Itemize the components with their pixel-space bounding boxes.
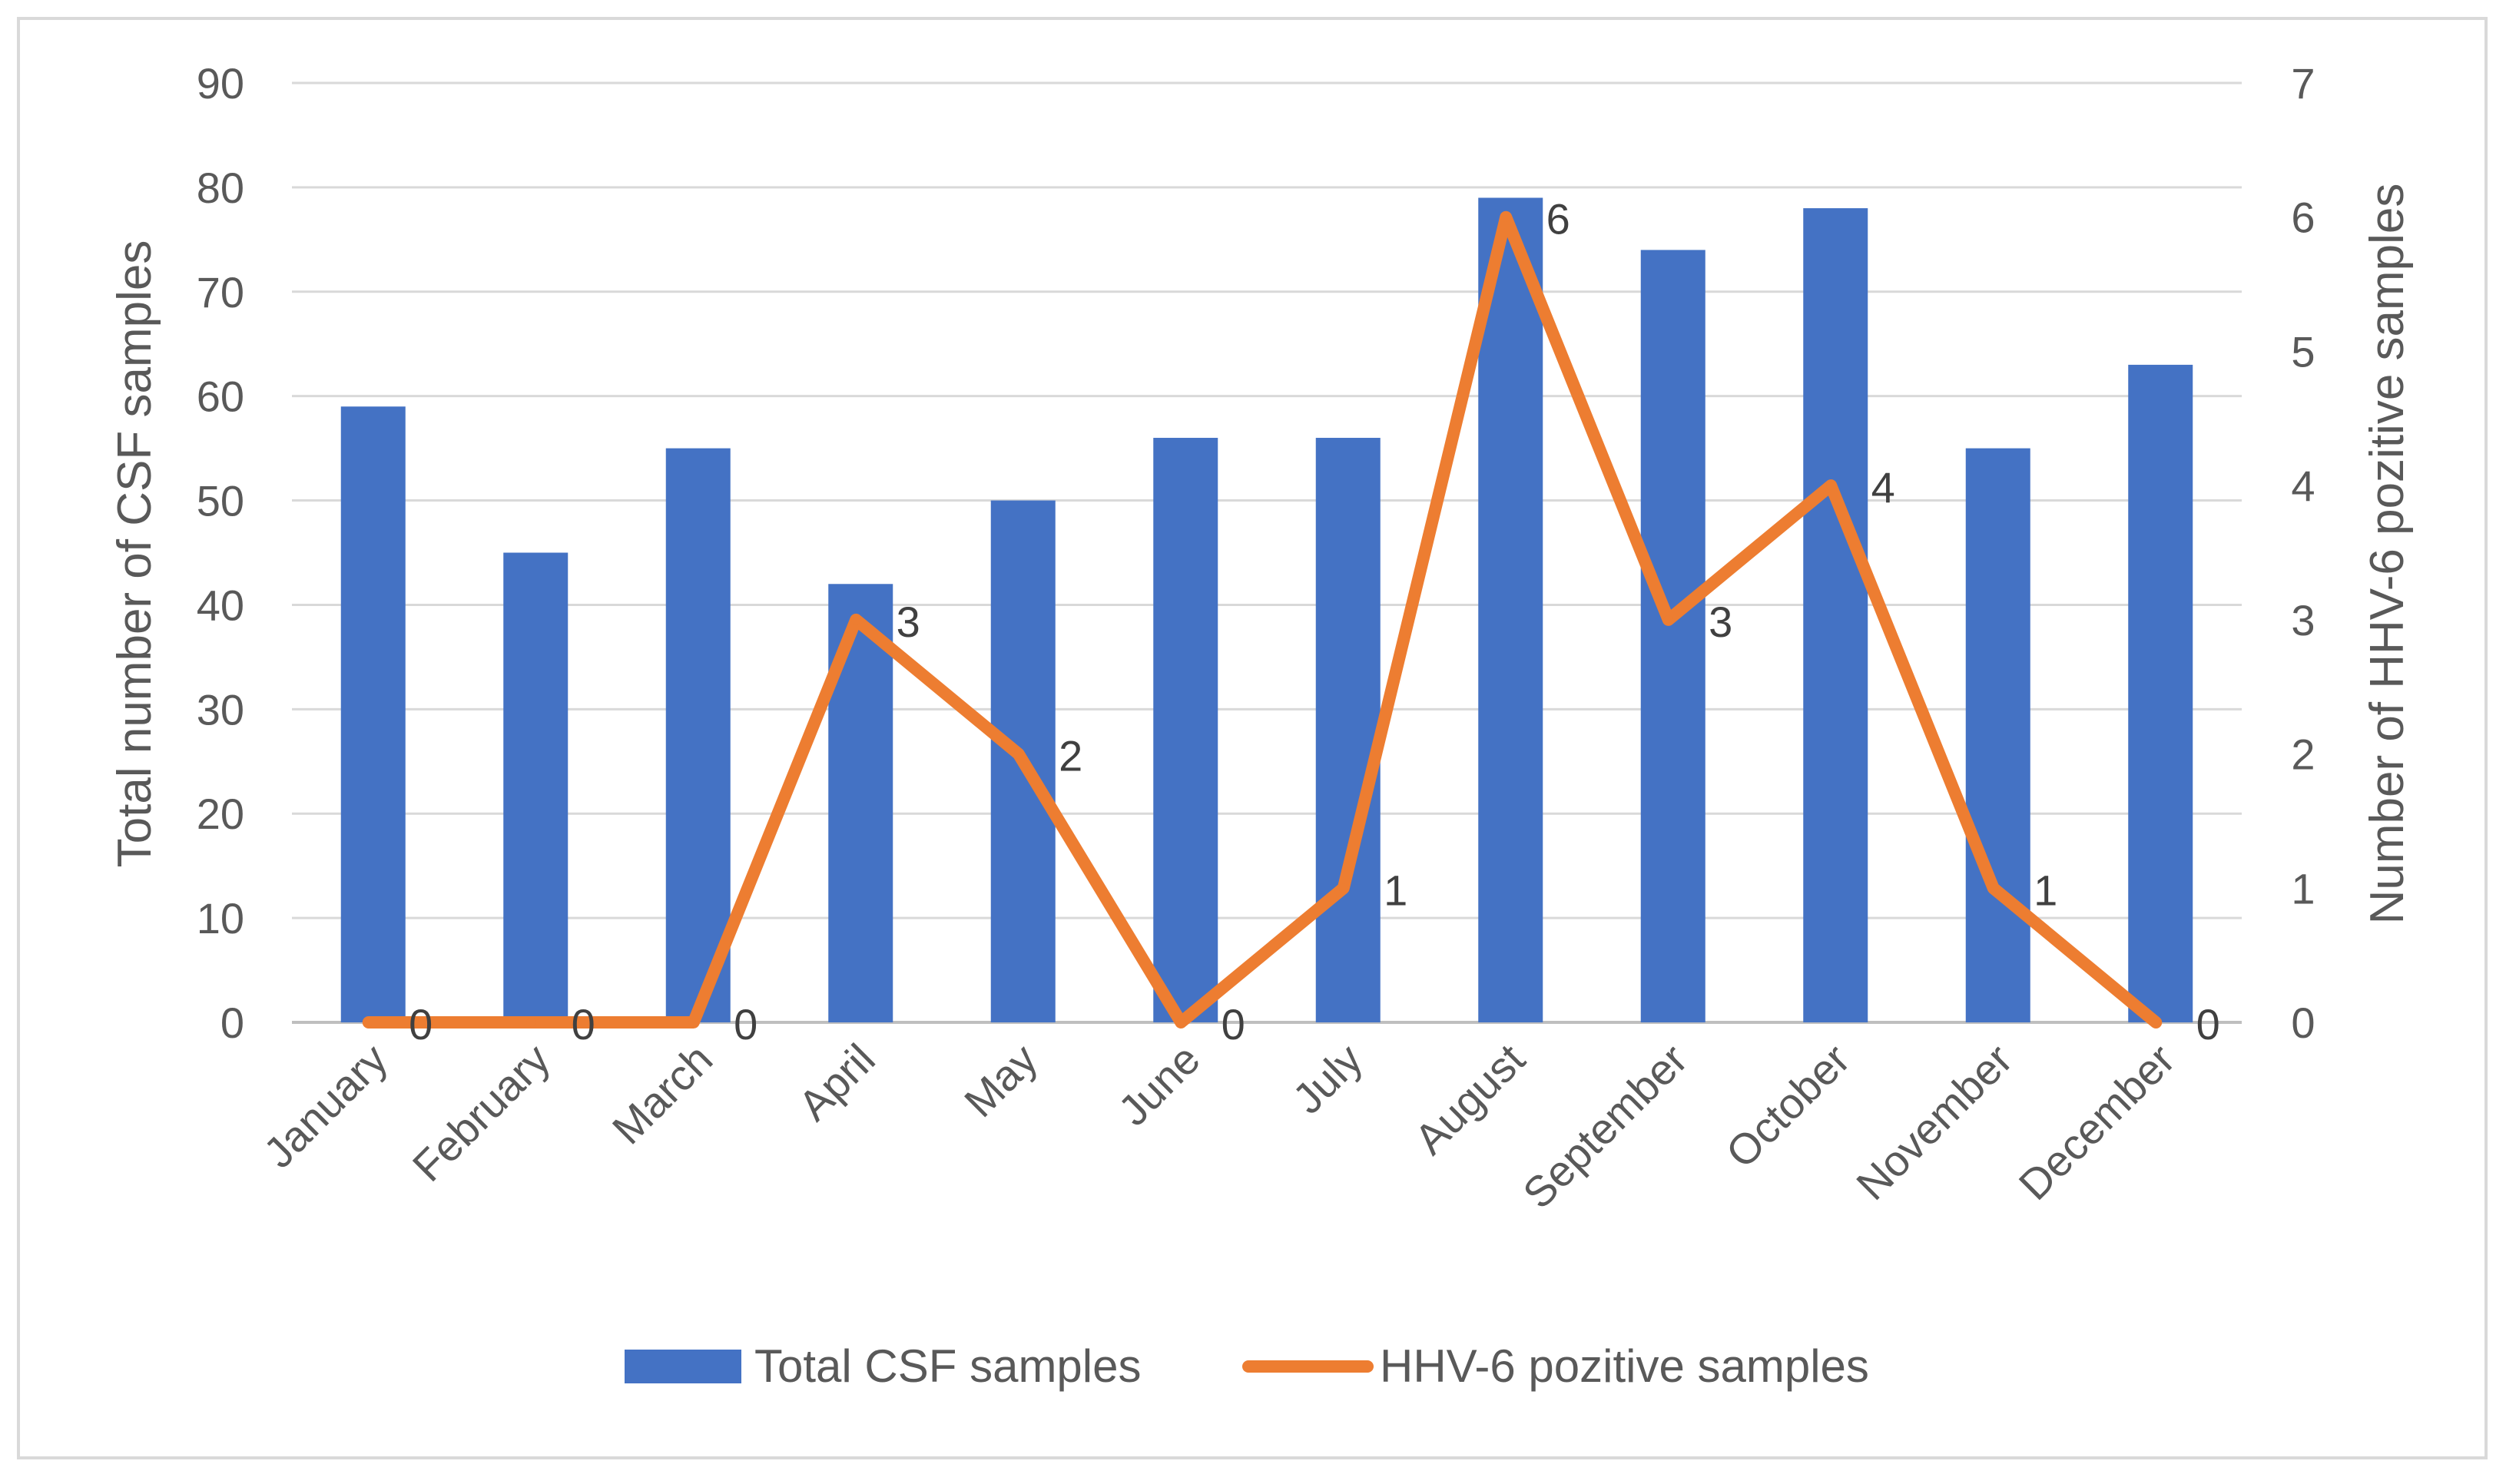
data-label: 0 (1222, 1000, 1245, 1048)
line-point (1826, 481, 1836, 491)
y-left-tick-label: 90 (197, 59, 244, 108)
line-point (1338, 883, 1348, 893)
data-label: 3 (897, 598, 920, 646)
legend-label-line: HHV-6 pozitive samples (1380, 1340, 1869, 1392)
data-label: 0 (734, 1000, 757, 1048)
y-left-tick-label: 80 (197, 164, 244, 212)
bar (340, 406, 406, 1022)
data-labels: 0 0 0 3 2 0 1 6 3 4 1 0 (409, 195, 2220, 1048)
chart-border (17, 17, 2488, 1459)
line-point (688, 1018, 698, 1027)
data-label: 0 (409, 1000, 433, 1048)
line-series-path (362, 210, 2163, 1029)
line-point (1013, 749, 1023, 759)
data-label: 6 (1546, 195, 1570, 243)
y-right-tick-label: 6 (2291, 194, 2315, 242)
line-point (1176, 1018, 1186, 1027)
data-label: 1 (1384, 866, 1407, 914)
y-left-tick-label: 40 (197, 581, 244, 629)
y-right-tick-label: 0 (2291, 999, 2315, 1047)
data-label: 4 (1871, 463, 1895, 512)
data-label: 0 (2196, 1000, 2220, 1048)
bar (1965, 448, 2030, 1022)
y-left-tick-label: 60 (197, 373, 244, 421)
y-right-tick-label: 3 (2291, 596, 2315, 644)
bar-series (340, 197, 2193, 1023)
bar (1478, 197, 1543, 1022)
legend: Total CSF samples HHV-6 pozitive samples (625, 1340, 1869, 1392)
line-point (851, 614, 861, 624)
line-point (363, 1018, 373, 1027)
bar (2128, 364, 2193, 1022)
bar (1640, 250, 1705, 1022)
data-label: 1 (2034, 866, 2057, 914)
y-right-tick-label: 5 (2291, 327, 2315, 376)
y-right-tick-label: 4 (2291, 462, 2315, 510)
y-left-tick-label: 0 (220, 999, 244, 1047)
bar (1315, 438, 1381, 1022)
line-point (1501, 212, 1511, 222)
y-left-tick-label: 10 (197, 894, 244, 942)
bar (1803, 208, 1868, 1023)
legend-label-bars: Total CSF samples (754, 1340, 1142, 1392)
y-left-tick-label: 20 (197, 790, 244, 838)
y-right-tick-label: 1 (2291, 864, 2315, 913)
data-label: 0 (572, 1000, 595, 1048)
y-right-tick-label: 7 (2291, 59, 2315, 108)
y-right-tick-label: 2 (2291, 730, 2315, 779)
bar (665, 448, 731, 1022)
y-axis-left-title: Total number of CSF samples (108, 240, 161, 868)
line-point (1988, 883, 1998, 893)
data-label: 3 (1709, 598, 1732, 646)
line-point (2151, 1018, 2161, 1027)
bar (503, 552, 568, 1022)
line-point (526, 1018, 536, 1027)
y-left-tick-label: 70 (197, 268, 244, 316)
bar (1153, 438, 1218, 1022)
y-left-tick-label: 30 (197, 685, 244, 734)
y-axis-right-title: Number of HHV-6 pozitive samples (2361, 184, 2414, 925)
y-left-tick-label: 50 (197, 477, 244, 525)
line-series (362, 210, 2163, 1029)
legend-swatch-bars (625, 1350, 741, 1383)
line-point (1663, 614, 1673, 624)
data-label: 2 (1059, 732, 1082, 780)
